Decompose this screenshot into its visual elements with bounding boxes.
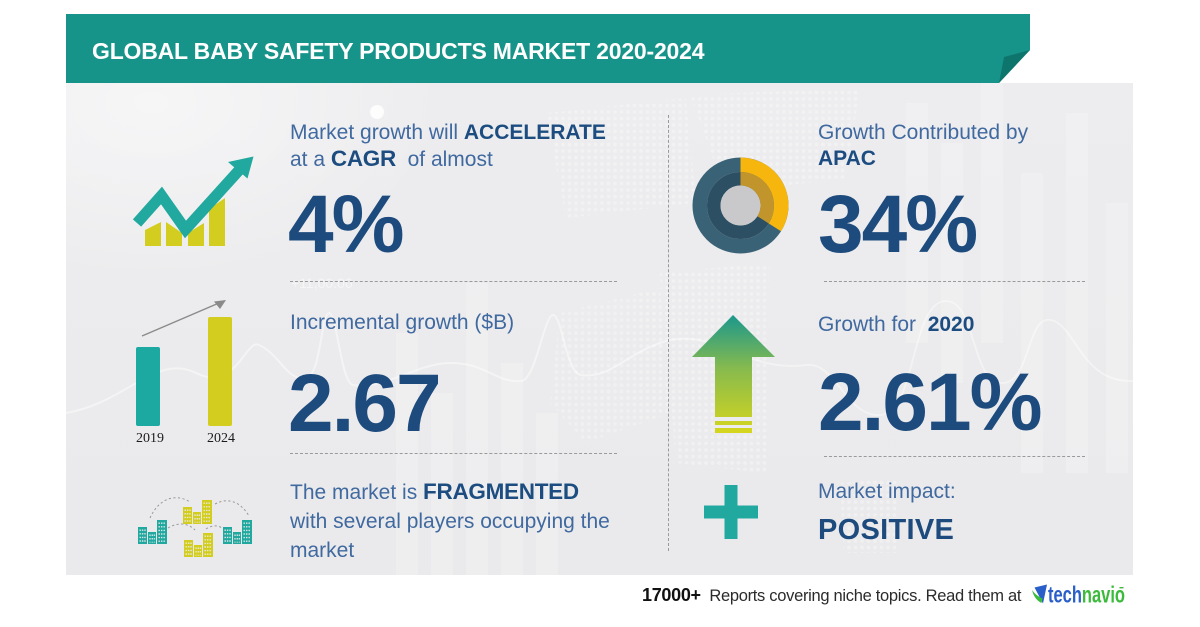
svg-text:2024: 2024 (207, 431, 235, 445)
svg-text:technavio: technavio (1048, 583, 1125, 608)
svg-text:+11,00.00: +11,00.00 (291, 275, 353, 291)
svg-text:2019: 2019 (136, 431, 164, 445)
